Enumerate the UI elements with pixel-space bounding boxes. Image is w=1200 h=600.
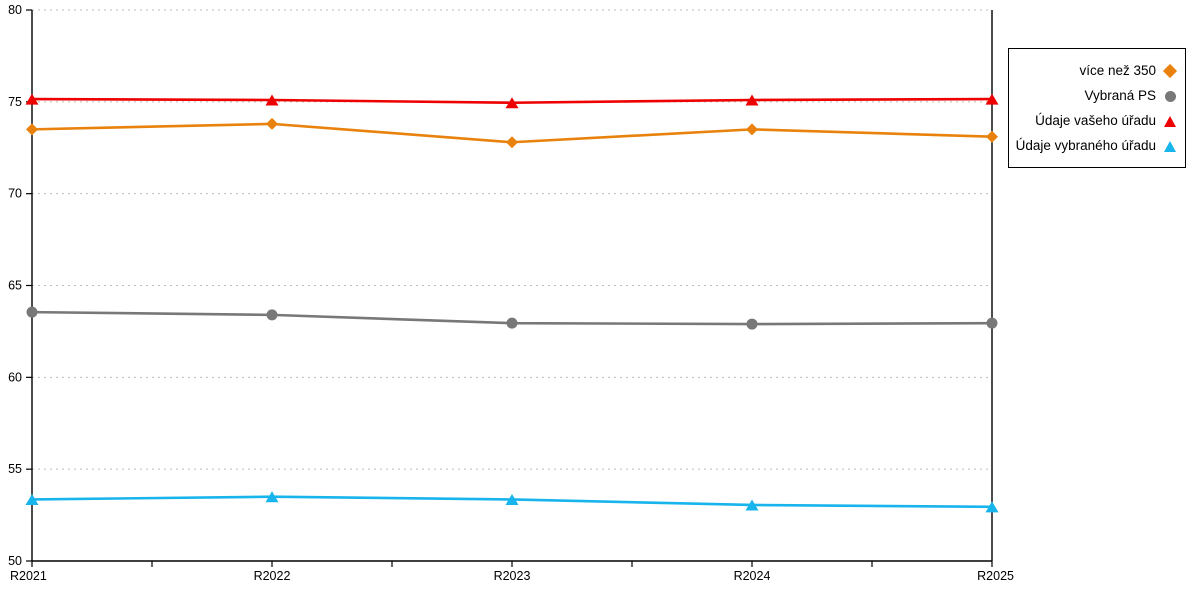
x-axis-labels: R2021 R2022 R2023 R2024 R2025	[10, 569, 1014, 583]
chart-legend: více než 350 Vybraná PS Údaje vašeho úřa…	[1008, 48, 1186, 168]
series-layer	[25, 93, 999, 513]
data-point	[26, 123, 38, 136]
legend-item-0[interactable]: více než 350	[1015, 58, 1178, 83]
data-point	[25, 493, 39, 505]
data-point	[745, 94, 759, 106]
data-point	[506, 136, 518, 149]
x-axis-tick-label: R2021	[10, 569, 47, 583]
data-point	[746, 123, 758, 136]
legend-item-3[interactable]: Údaje vybraného úřadu	[1015, 133, 1177, 158]
legend-label-1: Vybraná PS	[1084, 87, 1156, 103]
data-point	[505, 97, 519, 109]
legend-item-1[interactable]: Vybraná PS	[1015, 83, 1177, 108]
y-axis-tick-label: 65	[8, 279, 22, 293]
data-point	[745, 499, 759, 511]
y-axis-tick-label: 80	[8, 3, 22, 17]
data-point	[985, 501, 999, 513]
y-tick-group	[26, 9, 32, 562]
legend-item-2[interactable]: Údaje vašeho úřadu	[1015, 108, 1177, 133]
data-point	[505, 493, 519, 505]
data-point	[26, 306, 38, 318]
y-axis-tick-label: 55	[8, 462, 22, 476]
triangle-icon	[1163, 114, 1177, 128]
x-axis-tick-label: R2024	[734, 569, 771, 583]
diamond-icon	[1162, 63, 1178, 78]
data-point	[266, 117, 278, 130]
legend-label-2: Údaje vašeho úřadu	[1035, 112, 1156, 128]
data-point	[265, 491, 279, 503]
data-point	[986, 317, 998, 329]
triangle-icon	[1163, 139, 1177, 153]
data-point	[985, 93, 999, 105]
legend-label-3: Údaje vybraného úřadu	[1015, 137, 1156, 153]
x-axis-tick-label: R2022	[254, 569, 291, 583]
circle-icon	[1163, 89, 1177, 103]
data-point	[746, 318, 758, 330]
y-axis-tick-label: 70	[8, 187, 22, 201]
x-tick-group	[31, 561, 993, 567]
gridlines-group	[32, 9, 992, 470]
data-point	[266, 309, 278, 321]
legend-label-0: více než 350	[1079, 62, 1156, 78]
x-axis-tick-label: R2023	[494, 569, 531, 583]
data-point	[25, 93, 39, 105]
y-axis-tick-label: 75	[8, 95, 22, 109]
x-axis-tick-label: R2025	[977, 569, 1014, 583]
data-point	[506, 317, 518, 329]
data-point	[265, 94, 279, 106]
y-axis-labels: 50 55 60 65 70 75 80	[8, 3, 22, 568]
data-point	[986, 130, 998, 143]
y-axis-tick-label: 60	[8, 370, 22, 384]
y-axis-tick-label: 50	[8, 554, 22, 568]
